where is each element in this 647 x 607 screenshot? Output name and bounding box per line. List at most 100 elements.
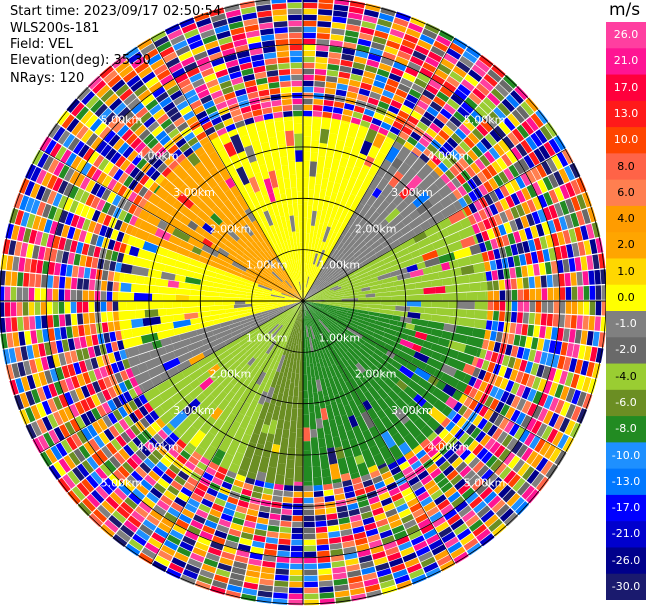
range-gate [340, 472, 351, 482]
range-gate [484, 115, 498, 129]
range-gate [511, 128, 525, 143]
range-gate [408, 88, 422, 99]
range-gate [136, 301, 147, 310]
range-gate [166, 250, 180, 261]
range-gate [10, 302, 17, 317]
range-gate [337, 402, 347, 417]
range-gate [358, 554, 373, 564]
range-gate [283, 303, 295, 309]
range-gate [307, 189, 315, 207]
range-gate [193, 466, 205, 477]
range-gate [245, 85, 258, 94]
range-gate [314, 508, 326, 515]
range-gate [539, 351, 548, 365]
range-gate [28, 302, 35, 316]
range-gate [273, 21, 288, 28]
range-gate [303, 398, 309, 415]
range-gate [216, 30, 231, 40]
range-gate [143, 457, 156, 470]
range-gate [303, 533, 316, 540]
range-gate [175, 294, 190, 301]
range-gate [566, 343, 574, 357]
range-gate [313, 218, 320, 233]
range-gate [346, 24, 361, 32]
range-gate [242, 526, 255, 535]
range-gate [491, 427, 503, 441]
range-gate [349, 195, 362, 212]
range-gate [314, 251, 322, 267]
range-gate [282, 281, 290, 288]
range-gate [306, 311, 313, 327]
range-gate [135, 449, 147, 462]
range-gate [127, 515, 142, 528]
range-gate [144, 474, 157, 487]
range-gate [311, 325, 317, 336]
range-gate [52, 177, 63, 192]
range-gate [439, 354, 450, 365]
range-gate [308, 328, 314, 341]
range-gate [141, 94, 155, 107]
range-gate [188, 398, 201, 410]
range-gate [545, 326, 552, 340]
range-gate [238, 56, 252, 65]
range-gate [327, 326, 340, 340]
range-gate [108, 514, 123, 529]
range-gate [505, 94, 520, 109]
range-gate [72, 228, 82, 241]
range-gate [35, 185, 46, 201]
range-gate [165, 57, 180, 69]
range-gate [465, 423, 477, 436]
range-gate [344, 193, 356, 210]
range-gate [285, 261, 295, 279]
range-gate [224, 91, 236, 101]
range-gate [463, 205, 473, 217]
range-gate [31, 388, 41, 404]
range-gate [237, 499, 249, 508]
range-gate [304, 263, 307, 273]
range-gate [303, 521, 315, 528]
range-gate [336, 309, 347, 315]
range-gate [128, 538, 144, 552]
range-gate [543, 395, 554, 410]
range-gate [219, 292, 238, 298]
range-gate [25, 423, 37, 440]
range-gate [577, 241, 586, 256]
range-gate [189, 72, 203, 83]
range-gate [303, 450, 312, 468]
range-gate [186, 94, 200, 105]
range-gate [552, 274, 559, 287]
range-gate [367, 279, 383, 287]
range-gate [289, 575, 303, 582]
range-gate [157, 477, 170, 489]
range-gate [492, 280, 499, 291]
range-gate [48, 328, 56, 342]
range-gate [49, 142, 62, 158]
range-gate [439, 108, 453, 120]
range-gate [323, 256, 332, 267]
range-gate [300, 340, 303, 354]
range-gate [371, 231, 384, 243]
range-gate [174, 260, 189, 271]
range-gate [107, 271, 115, 282]
range-gate [210, 341, 227, 354]
range-gate [132, 256, 152, 269]
range-gate [316, 45, 329, 52]
range-gate [482, 272, 487, 282]
range-gate [318, 298, 327, 301]
range-gate [254, 190, 264, 203]
range-gate [308, 176, 316, 191]
range-gate [303, 301, 308, 319]
range-gate [267, 330, 276, 339]
range-gate [403, 33, 419, 44]
range-gate [316, 297, 329, 300]
range-ring-label: 5.00km [464, 113, 506, 126]
range-gate [417, 237, 432, 249]
range-ring-label: 4.00km [137, 150, 179, 163]
range-gate [20, 211, 30, 227]
range-gate [376, 378, 392, 395]
range-gate [346, 333, 362, 347]
range-ring-label: 2.00km [355, 222, 397, 235]
range-gate [303, 301, 311, 308]
range-gate [467, 440, 479, 452]
range-gate [182, 569, 199, 580]
